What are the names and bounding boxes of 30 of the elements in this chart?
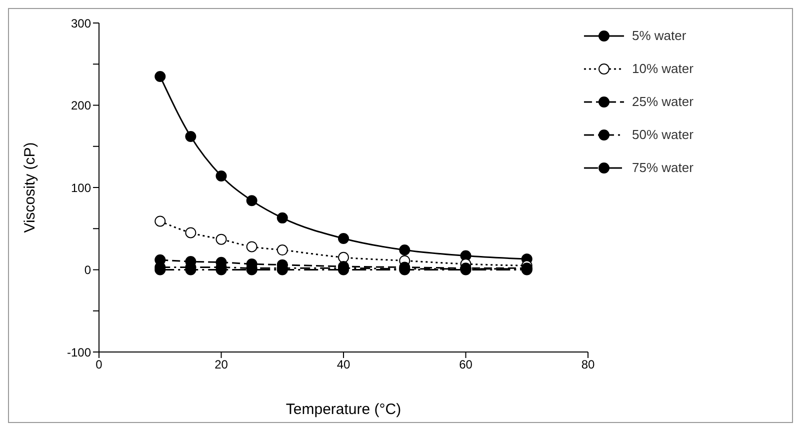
point [216,170,227,182]
y-tick-label: 0 [84,263,92,278]
point [154,70,166,82]
legend-label: 50% water [632,127,694,142]
point [216,234,227,245]
point [338,232,349,244]
point [185,227,196,238]
y-tick-label: 300 [70,16,92,30]
x-tick-label: 0 [96,358,103,372]
y-tick-label: 200 [70,98,92,113]
x-axis-title: Temperature (°C) [286,401,402,418]
point [246,241,258,252]
y-axis-title: Viscosity (cP) [21,142,38,233]
legend-label: 10% water [632,61,694,76]
legend-label: 5% water [632,28,686,43]
x-tick-label: 60 [459,358,473,372]
legend-label: 25% water [632,94,694,109]
x-tick-label: 20 [214,358,228,372]
x-tick-label: 80 [581,358,595,372]
y-tick-label: -100 [66,345,92,360]
point [276,212,288,224]
legend-label: 75% water [632,160,694,175]
point [154,216,166,227]
point [246,195,258,206]
point [399,244,410,256]
point [276,244,288,256]
x-tick-label: 40 [336,358,350,372]
point [185,131,196,142]
y-tick-label: 100 [70,180,92,195]
point [338,252,349,263]
